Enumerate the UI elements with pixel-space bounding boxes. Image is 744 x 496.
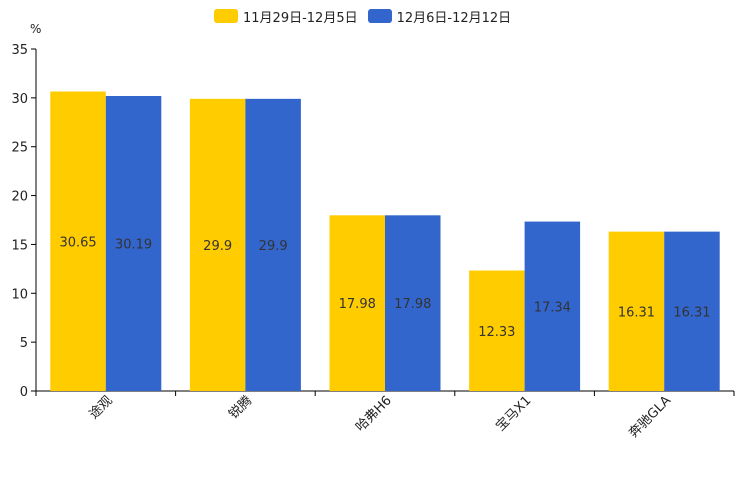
bar-1-2[interactable] bbox=[189, 98, 246, 391]
bar-2-5[interactable] bbox=[664, 231, 720, 391]
x-category-label: 锐腾 bbox=[226, 393, 256, 423]
y-tick-label: 20 bbox=[11, 190, 28, 205]
y-tick-label: 35 bbox=[11, 43, 28, 58]
x-category-label: 哈弗H6 bbox=[353, 393, 395, 435]
bar-value-label: 29.9 bbox=[203, 239, 232, 254]
bar-2-2[interactable] bbox=[245, 98, 301, 391]
bar-value-label: 29.9 bbox=[259, 239, 288, 254]
y-tick-label: 10 bbox=[11, 287, 28, 302]
y-tick-label: 15 bbox=[11, 238, 28, 253]
legend-swatch-series-2 bbox=[367, 9, 392, 23]
legend-swatch-series-1 bbox=[214, 9, 238, 23]
y-tick-label: 0 bbox=[20, 385, 28, 400]
x-category-label: 奔驰GLA bbox=[626, 393, 674, 441]
bar-1-3[interactable] bbox=[329, 215, 386, 391]
y-tick-label: 5 bbox=[20, 336, 28, 351]
x-category-label: 宝马X1 bbox=[493, 393, 534, 434]
x-category-label: 途观 bbox=[86, 393, 116, 423]
legend-label-series-1: 11月29日-12月5日 bbox=[243, 10, 358, 26]
bar-value-label: 17.34 bbox=[534, 300, 571, 315]
bar-value-label: 17.98 bbox=[394, 297, 431, 312]
bar-value-label: 16.31 bbox=[618, 305, 655, 320]
bar-1-1[interactable] bbox=[50, 91, 106, 392]
y-axis-unit-label: % bbox=[30, 22, 42, 36]
legend-item-series-1[interactable]: 11月29日-12月5日 bbox=[214, 7, 358, 26]
legend-label-series-2: 12月6日-12月12日 bbox=[396, 10, 512, 26]
y-tick-label: 25 bbox=[11, 141, 28, 156]
bar-value-label: 30.19 bbox=[115, 238, 152, 253]
bar-value-label: 30.65 bbox=[59, 235, 96, 250]
bar-2-3[interactable] bbox=[385, 215, 441, 391]
bar-1-5[interactable] bbox=[608, 231, 665, 391]
bar-value-label: 16.31 bbox=[673, 305, 710, 320]
bar-2-4[interactable] bbox=[524, 221, 581, 391]
y-tick-label: 30 bbox=[11, 92, 28, 107]
legend-item-series-2[interactable]: 12月6日-12月12日 bbox=[367, 7, 512, 26]
bar-2-1[interactable] bbox=[105, 96, 162, 391]
bar-value-label: 17.98 bbox=[339, 297, 376, 312]
bar-value-label: 12.33 bbox=[478, 325, 515, 340]
chart-legend: 11月29日-12月5日 12月6日-12月12日 bbox=[214, 7, 521, 26]
bar-1-4[interactable] bbox=[469, 270, 525, 391]
